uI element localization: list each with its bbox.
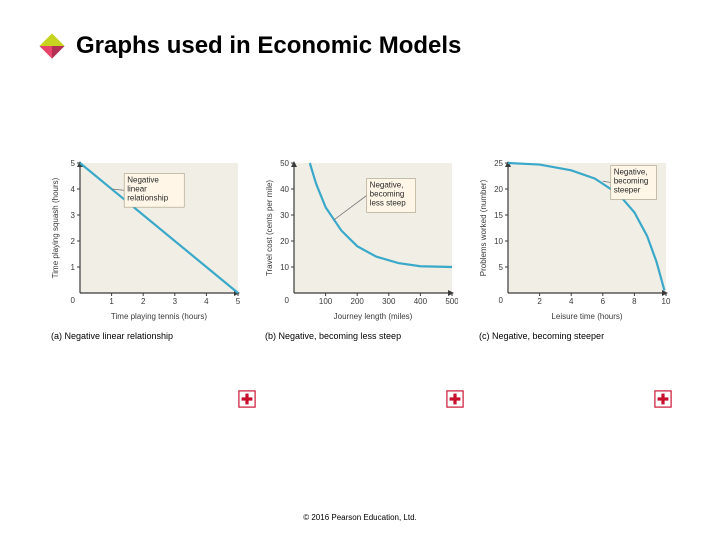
svg-text:1: 1 — [71, 263, 76, 272]
svg-text:relationship: relationship — [127, 193, 168, 202]
svg-text:Negative,: Negative, — [370, 181, 404, 190]
svg-text:4: 4 — [569, 297, 574, 306]
chart-b-svg: 10020030040050010203040500Journey length… — [262, 155, 458, 325]
chart-a-caption: (a) Negative linear relationship — [45, 331, 247, 341]
svg-text:3: 3 — [71, 211, 76, 220]
svg-text:Travel cost (cents per mile): Travel cost (cents per mile) — [265, 180, 274, 277]
chart-a-svg: 1 2 3 4 5 1 2 3 4 5 0 Time playing tennis (hours) Ti… — [48, 155, 244, 325]
bullet-diamond-icon — [38, 32, 66, 60]
svg-text:4: 4 — [71, 185, 76, 194]
page-title: Graphs used in Economic Models — [76, 32, 461, 60]
svg-text:5: 5 — [236, 297, 241, 306]
svg-text:steeper: steeper — [614, 186, 641, 195]
svg-text:4: 4 — [204, 297, 209, 306]
diamond-bl — [39, 46, 52, 59]
svg-text:2: 2 — [537, 297, 542, 306]
svg-text:0: 0 — [71, 296, 76, 305]
svg-text:400: 400 — [414, 297, 428, 306]
title-row: Graphs used in Economic Models — [38, 32, 461, 60]
svg-text:15: 15 — [494, 211, 503, 220]
placeholder-icon[interactable] — [654, 390, 672, 408]
svg-text:0: 0 — [285, 296, 290, 305]
copyright-footer: © 2016 Pearson Education, Ltd. — [0, 513, 720, 522]
svg-text:10: 10 — [662, 297, 671, 306]
svg-text:10: 10 — [280, 263, 289, 272]
svg-text:20: 20 — [280, 237, 289, 246]
svg-text:8: 8 — [632, 297, 637, 306]
svg-text:50: 50 — [280, 159, 289, 168]
svg-text:becoming: becoming — [370, 190, 405, 199]
svg-text:6: 6 — [601, 297, 606, 306]
svg-text:Problems worked (number): Problems worked (number) — [479, 179, 488, 276]
svg-text:1: 1 — [109, 297, 114, 306]
diamond-tl — [39, 33, 52, 46]
svg-text:100: 100 — [319, 297, 333, 306]
svg-text:Negative,: Negative, — [614, 168, 648, 177]
svg-text:5: 5 — [499, 263, 504, 272]
diamond-tr — [52, 33, 65, 46]
svg-text:Journey length (miles): Journey length (miles) — [334, 312, 413, 321]
svg-text:10: 10 — [494, 237, 503, 246]
diamond-br — [52, 46, 65, 59]
svg-text:linear: linear — [127, 184, 147, 193]
chart-c-caption: (c) Negative, becoming steeper — [473, 331, 675, 341]
chart-a: 1 2 3 4 5 1 2 3 4 5 0 Time playing tennis (hours) Ti… — [48, 155, 244, 341]
placeholder-row — [48, 390, 677, 408]
chart-b: 10020030040050010203040500Journey length… — [262, 155, 458, 341]
svg-text:less steep: less steep — [370, 199, 407, 208]
svg-text:2: 2 — [141, 297, 146, 306]
svg-text:200: 200 — [351, 297, 365, 306]
charts-row: 12345123450Time playing tennis (hours)Ti… — [48, 155, 672, 341]
placeholder-icon[interactable] — [446, 390, 464, 408]
svg-text:300: 300 — [382, 297, 396, 306]
slide: Graphs used in Economic Models 1 2 3 4 5 1 2 3 4… — [0, 0, 720, 540]
svg-text:20: 20 — [494, 185, 503, 194]
svg-text:25: 25 — [494, 159, 503, 168]
svg-text:2: 2 — [71, 237, 76, 246]
svg-text:becoming: becoming — [614, 177, 649, 186]
svg-text:30: 30 — [280, 211, 289, 220]
svg-text:40: 40 — [280, 185, 289, 194]
svg-text:3: 3 — [173, 297, 178, 306]
svg-text:500: 500 — [445, 297, 458, 306]
placeholder-icon[interactable] — [238, 390, 256, 408]
svg-text:5: 5 — [71, 159, 76, 168]
chart-c: 2 4 6 8 10 5 10 15 20 25 0 Leisure time (hours) Prob… — [476, 155, 672, 341]
svg-text:Leisure time (hours): Leisure time (hours) — [551, 312, 622, 321]
svg-text:Time playing squash (hours): Time playing squash (hours) — [51, 177, 60, 278]
chart-b-caption: (b) Negative, becoming less steep — [259, 331, 461, 341]
svg-text:Time playing tennis (hours): Time playing tennis (hours) — [111, 312, 208, 321]
svg-text:0: 0 — [499, 296, 504, 305]
svg-text:Negative: Negative — [127, 175, 159, 184]
chart-c-svg: 2 4 6 8 10 5 10 15 20 25 0 Leisure time (hours) Prob… — [476, 155, 672, 325]
